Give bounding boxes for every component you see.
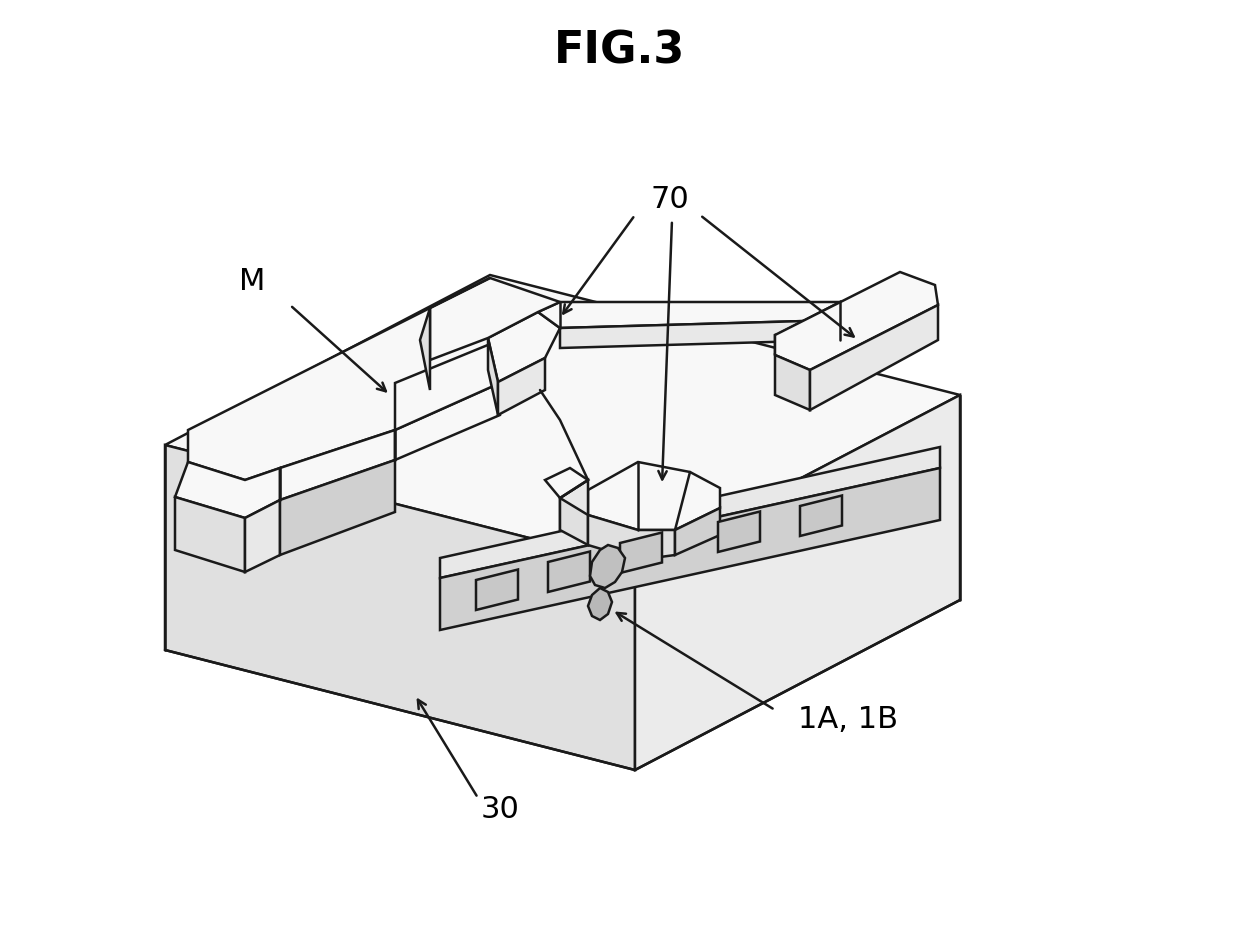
Polygon shape (775, 302, 839, 355)
Polygon shape (430, 278, 560, 360)
Text: 30: 30 (481, 795, 520, 825)
Polygon shape (188, 308, 500, 480)
Polygon shape (775, 355, 810, 410)
Polygon shape (560, 320, 839, 348)
Polygon shape (675, 508, 720, 555)
Polygon shape (775, 272, 937, 370)
Polygon shape (548, 551, 590, 592)
Polygon shape (440, 447, 940, 578)
Polygon shape (420, 308, 430, 390)
Polygon shape (165, 275, 960, 565)
Polygon shape (489, 312, 560, 382)
Polygon shape (246, 500, 280, 572)
Text: M: M (239, 268, 265, 297)
Polygon shape (175, 462, 280, 518)
Polygon shape (588, 462, 720, 530)
Polygon shape (635, 395, 960, 770)
Polygon shape (280, 460, 396, 555)
Polygon shape (498, 358, 546, 415)
Polygon shape (800, 496, 842, 536)
Polygon shape (396, 340, 500, 430)
Polygon shape (620, 533, 662, 573)
Polygon shape (590, 545, 625, 588)
Polygon shape (165, 445, 635, 770)
Polygon shape (489, 338, 498, 415)
Polygon shape (440, 468, 940, 630)
Polygon shape (175, 497, 246, 572)
Polygon shape (476, 569, 518, 610)
Polygon shape (396, 383, 500, 460)
Polygon shape (280, 430, 396, 500)
Polygon shape (538, 302, 839, 328)
Polygon shape (810, 305, 937, 410)
Polygon shape (588, 515, 675, 560)
Polygon shape (560, 480, 588, 530)
Polygon shape (546, 468, 588, 498)
Polygon shape (588, 588, 613, 620)
Polygon shape (560, 498, 588, 545)
Text: FIG.3: FIG.3 (554, 30, 686, 73)
Polygon shape (718, 512, 760, 552)
Text: 70: 70 (651, 185, 689, 215)
Text: 1A, 1B: 1A, 1B (799, 706, 898, 735)
